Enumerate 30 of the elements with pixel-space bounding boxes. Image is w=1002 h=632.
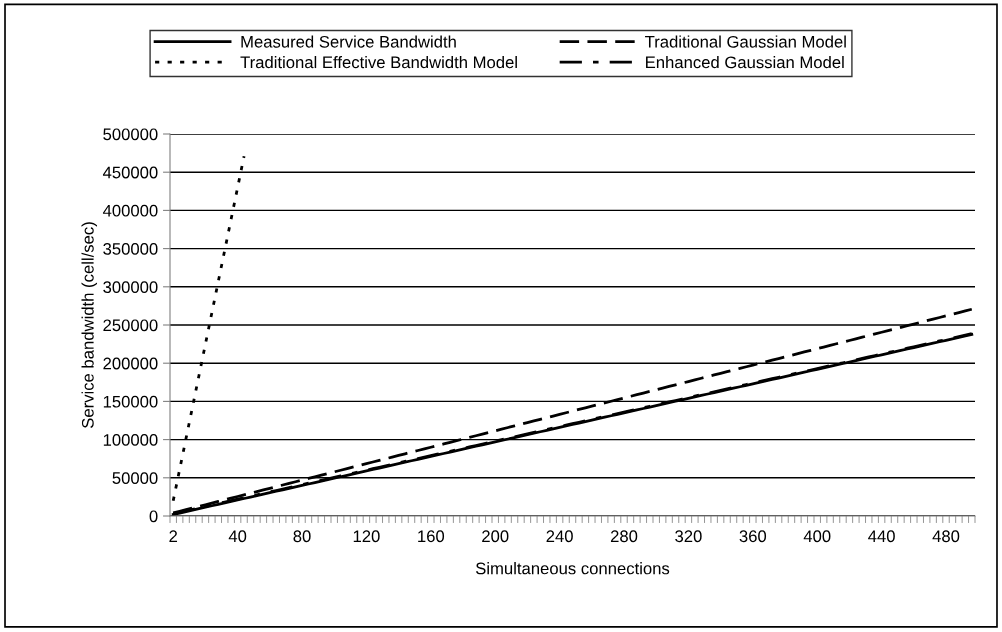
y-tick-label: 400000 [102, 204, 158, 217]
y-axis-title: Service bandwidth (cell/sec) [81, 222, 98, 428]
legend-label: Traditional Gaussian Model [645, 35, 846, 48]
x-tick-label: 200 [482, 530, 509, 543]
y-tick-label: 100000 [103, 434, 158, 446]
x-tick-label: 80 [293, 530, 311, 543]
x-tick-label: 320 [675, 530, 702, 543]
x-tick-label: 2 [169, 530, 178, 542]
y-tick-label: 150000 [103, 395, 158, 408]
x-tick-label: 280 [610, 530, 638, 543]
y-tick-label: 200000 [103, 357, 158, 370]
y-tick-label: 500000 [103, 128, 158, 141]
y-tick-label: 250000 [103, 319, 158, 332]
y-tick-label: 50000 [112, 472, 158, 484]
y-tick-label: 300000 [103, 281, 158, 293]
x-tick-label: 40 [228, 530, 247, 543]
legend-label: Measured Service Bandwidth [241, 35, 456, 48]
x-axis-title: Simultaneous connections [475, 562, 670, 575]
x-tick-label: 400 [803, 530, 831, 543]
x-tick-label: 360 [739, 530, 767, 543]
x-tick-label: 440 [868, 530, 895, 543]
x-tick-label: 120 [353, 530, 380, 543]
y-tick-label: 450000 [102, 166, 158, 179]
y-tick-label: 350000 [103, 243, 158, 255]
x-tick-label: 480 [932, 530, 960, 543]
legend-label: Enhanced Gaussian Model [646, 55, 844, 69]
x-tick-label: 160 [418, 530, 445, 543]
legend-label: Traditional Effective Bandwidth Model [240, 55, 517, 69]
y-tick-label: 0 [149, 510, 158, 523]
x-tick-label: 240 [546, 530, 573, 543]
